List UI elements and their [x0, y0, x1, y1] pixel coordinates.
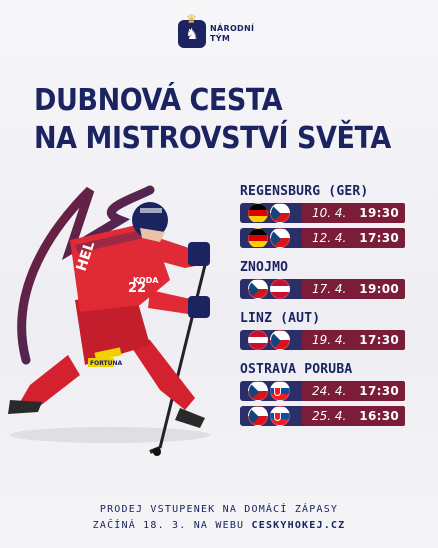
slovakia-flag-icon — [270, 381, 290, 401]
venue-name: REGENSBURG (GER) — [240, 184, 369, 199]
venue-group: ZNOJMO 17. 4. 19:00 — [240, 260, 405, 299]
czech-flag-icon — [270, 330, 290, 350]
ticket-notice-line1: PRODEJ VSTUPENEK NA DOMÁCÍ ZÁPASY — [99, 504, 339, 515]
czech-flag-icon — [248, 279, 268, 299]
lion-crest-icon: ♛ ♞ — [178, 12, 206, 48]
match-time: 17:30 — [359, 384, 399, 398]
match-datetime: 19. 4. 17:30 — [302, 330, 405, 350]
match-flags — [240, 406, 300, 426]
logo-line1: NÁRODNÍ — [210, 24, 255, 33]
match-time: 19:00 — [359, 282, 399, 296]
schedule: REGENSBURG (GER) 10. 4. 19:30 12. 4. 17:… — [240, 184, 405, 438]
match-date: 25. 4. — [312, 409, 347, 423]
ticket-notice-line2: ZAČÍNÁ 18. 3. NA WEBU CESKYHOKEJ.CZ — [0, 518, 438, 534]
germany-flag-icon — [248, 228, 268, 248]
match-date: 12. 4. — [312, 231, 347, 245]
czech-flag-icon — [248, 406, 268, 426]
crown-icon: ♛ — [186, 12, 197, 26]
match-date: 10. 4. — [312, 206, 347, 220]
match-datetime: 10. 4. 19:30 — [302, 203, 405, 223]
hockey-player-illustration: HEL 22 KODA FORTUNA — [8, 185, 210, 456]
venue-group: OSTRAVA PORUBA 24. 4. 17:30 25. 4. 16:30 — [240, 362, 405, 426]
logo-line2: TÝM — [210, 34, 231, 43]
czech-flag-icon — [270, 228, 290, 248]
czech-flag-icon — [248, 381, 268, 401]
match-row: 12. 4. 17:30 — [240, 228, 405, 248]
slovakia-flag-icon — [270, 406, 290, 426]
venue-name: LINZ (AUT) — [240, 311, 321, 326]
title-line1: DUBNOVÁ CESTA — [34, 83, 283, 118]
match-time: 16:30 — [359, 409, 399, 423]
shorts-sponsor: FORTUNA — [90, 360, 123, 367]
match-flags — [240, 203, 300, 223]
match-row: 17. 4. 19:00 — [240, 279, 405, 299]
match-flags — [240, 279, 300, 299]
match-row: 19. 4. 17:30 — [240, 330, 405, 350]
venue-name: ZNOJMO — [240, 260, 289, 275]
ticket-notice-prefix: ZAČÍNÁ 18. 3. NA WEBU — [92, 520, 245, 531]
germany-flag-icon — [248, 203, 268, 223]
venue-group: REGENSBURG (GER) 10. 4. 19:30 12. 4. 17:… — [240, 184, 405, 248]
match-date: 17. 4. — [312, 282, 347, 296]
match-row: 24. 4. 17:30 — [240, 381, 405, 401]
match-flags — [240, 381, 300, 401]
match-row: 10. 4. 19:30 — [240, 203, 405, 223]
national-team-logo[interactable]: ♛ ♞ NÁRODNÍ TÝM — [178, 12, 254, 48]
match-datetime: 17. 4. 19:00 — [302, 279, 405, 299]
austria-flag-icon — [270, 279, 290, 299]
czech-flag-icon — [270, 203, 290, 223]
match-date: 19. 4. — [312, 333, 347, 347]
match-flags — [240, 330, 300, 350]
jersey-number: 22 — [128, 281, 146, 296]
ticket-notice: PRODEJ VSTUPENEK NA DOMÁCÍ ZÁPASY ZAČÍNÁ… — [0, 502, 438, 534]
match-row: 25. 4. 16:30 — [240, 406, 405, 426]
match-time: 17:30 — [359, 231, 399, 245]
jersey-sponsor: KODA — [133, 276, 159, 285]
match-datetime: 24. 4. 17:30 — [302, 381, 405, 401]
austria-flag-icon — [248, 330, 268, 350]
match-time: 19:30 — [359, 206, 399, 220]
page-title: DUBNOVÁ CESTA NA MISTROVSTVÍ SVĚTA — [34, 82, 391, 158]
match-date: 24. 4. — [312, 384, 347, 398]
swoosh-decoration — [17, 185, 155, 365]
logo-text: NÁRODNÍ TÝM — [210, 24, 254, 44]
match-flags — [240, 228, 300, 248]
venue-group: LINZ (AUT) 19. 4. 17:30 — [240, 311, 405, 350]
venue-name: OSTRAVA PORUBA — [240, 362, 353, 377]
ceskyhokej-link[interactable]: CESKYHOKEJ.CZ — [251, 520, 346, 531]
match-time: 17:30 — [359, 333, 399, 347]
match-datetime: 12. 4. 17:30 — [302, 228, 405, 248]
match-datetime: 25. 4. 16:30 — [302, 406, 405, 426]
title-line2: NA MISTROVSTVÍ SVĚTA — [34, 121, 391, 156]
